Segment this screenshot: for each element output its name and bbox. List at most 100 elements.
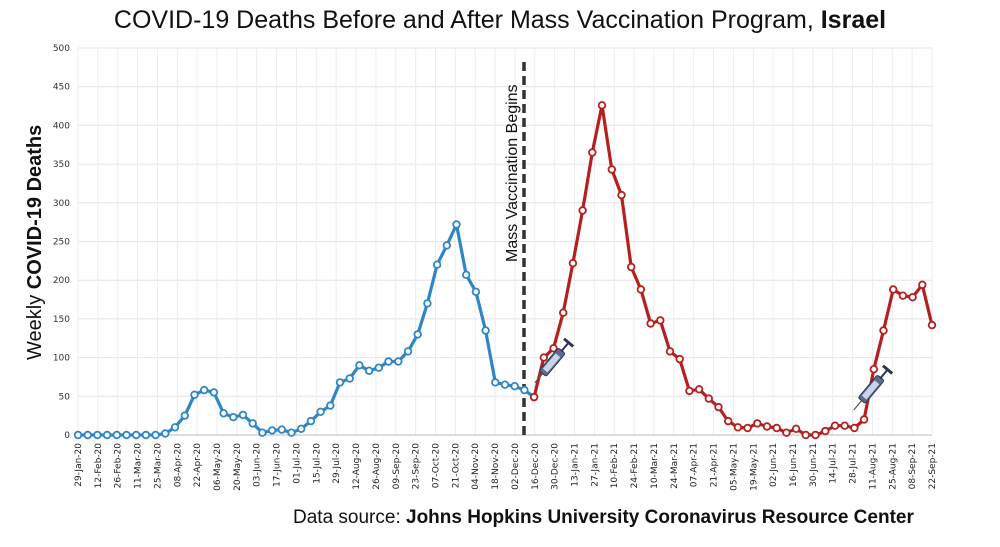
y-tick-label: 300 — [53, 199, 70, 209]
post-vaccination-series-point — [869, 365, 878, 374]
pre-vaccination-series-point — [510, 382, 519, 391]
x-tick-label: 16-Jun-21 — [789, 443, 799, 487]
x-tick-label: 25-Aug-21 — [888, 443, 898, 490]
pre-vaccination-series-point — [471, 287, 481, 296]
data-source-name: Johns Hopkins University Coronavirus Res… — [406, 507, 914, 528]
post-vaccination-series-point — [714, 402, 723, 412]
pre-vaccination-series-point — [161, 429, 170, 438]
x-tick-label: 05-May-21 — [729, 443, 739, 491]
x-tick-label: 29-Jan-20 — [74, 443, 84, 487]
post-vaccination-series-point — [607, 165, 616, 174]
post-vaccination-series-point — [568, 259, 578, 268]
pre-vaccination-series-point — [73, 430, 83, 440]
post-vaccination-series-point — [617, 190, 626, 200]
pre-vaccination-series-point — [491, 378, 500, 387]
post-vaccination-series-point — [753, 419, 762, 428]
x-tick-label: 26-Aug-20 — [372, 443, 382, 490]
y-tick-label: 100 — [53, 354, 70, 364]
syringe-icon — [534, 337, 575, 384]
pre-vaccination-series-point — [326, 401, 335, 410]
x-tick-label: 21-Oct-20 — [451, 443, 461, 488]
pre-vaccination-series-point — [248, 419, 257, 428]
post-vaccination-series-point — [559, 308, 568, 317]
post-vaccination-series-point — [811, 430, 820, 440]
pre-vaccination-series-point — [229, 413, 238, 422]
post-vaccination-series-point — [578, 206, 587, 215]
pre-vaccination-series-point — [180, 411, 189, 420]
post-vaccination-series-line — [532, 103, 934, 437]
x-tick-label: 13-Jan-21 — [571, 443, 581, 487]
pre-vaccination-series-point — [432, 260, 442, 269]
post-vaccination-series-point — [908, 293, 917, 302]
x-tick-label: 09-Sep-20 — [392, 443, 402, 490]
pre-vaccination-series-point — [122, 430, 131, 440]
post-vaccination-series-point — [694, 385, 704, 394]
pre-vaccination-series-point — [170, 423, 180, 432]
x-tick-label: 15-Jul-20 — [312, 443, 322, 484]
pre-vaccination-series-point — [481, 326, 490, 335]
post-vaccination-series-point — [743, 423, 752, 433]
pre-vaccination-series-point — [384, 357, 393, 366]
post-vaccination-series-point — [656, 316, 665, 325]
x-tick-label: 07-Oct-20 — [431, 443, 441, 488]
pre-vaccination-series-point — [452, 220, 461, 229]
post-vaccination-series-point — [859, 415, 869, 424]
vaccination-annotation: Mass Vaccination Begins — [504, 84, 521, 262]
pre-vaccination-series-point — [199, 385, 209, 395]
pre-vaccination-series-point — [112, 430, 121, 440]
x-tick-label: 14-Jul-21 — [829, 443, 839, 484]
y-tick-label: 0 — [64, 431, 70, 441]
post-vaccination-series-point — [646, 319, 655, 328]
x-tick-label: 25-Mar-20 — [153, 443, 163, 489]
post-vaccination-series-point — [782, 428, 791, 437]
pre-vaccination-series-point — [500, 380, 510, 389]
x-tick-label: 01-Jul-20 — [292, 443, 302, 484]
post-vaccination-series-point — [549, 344, 558, 353]
pre-vaccination-series-point — [238, 410, 248, 420]
pre-vaccination-series-point — [297, 424, 306, 433]
pre-vaccination-series-point — [335, 378, 345, 387]
pre-vaccination-series-point — [287, 428, 296, 437]
pre-vaccination-series-point — [102, 430, 112, 440]
pre-vaccination-series-point — [345, 374, 354, 383]
x-tick-label: 17-Jun-20 — [273, 443, 283, 487]
grid-layer — [77, 47, 933, 436]
post-vaccination-series-point — [840, 421, 849, 430]
y-tick-label: 150 — [53, 315, 70, 325]
pre-vaccination-series-point — [423, 299, 432, 308]
x-tick-label: 24-Mar-21 — [670, 443, 680, 489]
y-tick-label: 450 — [53, 83, 70, 93]
x-tick-label: 08-Sep-21 — [908, 443, 918, 489]
pre-vaccination-series-point — [374, 363, 383, 372]
pre-vaccination-series-point — [93, 430, 102, 440]
y-tick-label: 350 — [53, 160, 70, 170]
pre-vaccination-series-point — [131, 430, 141, 440]
x-tick-label: 08-Apr-20 — [173, 443, 183, 487]
post-vaccination-series-point — [724, 416, 733, 426]
x-tick-label: 16-Dec-20 — [531, 443, 541, 490]
syringe-icon — [853, 364, 894, 411]
x-tick-label: 12-Feb-20 — [94, 443, 104, 489]
x-tick-label: 24-Feb-21 — [630, 443, 640, 488]
x-tick-label: 10-Mar-21 — [650, 443, 660, 489]
y-tick-label: 50 — [59, 392, 71, 402]
pre-vaccination-series-point — [520, 385, 529, 395]
x-tick-label: 30-Dec-20 — [551, 443, 561, 490]
x-tick-label: 27-Jan-21 — [590, 443, 600, 487]
y-tick-label: 400 — [53, 121, 70, 131]
post-vaccination-series-point — [918, 280, 927, 289]
y-axis-label: Weekly COVID-19 Deaths — [24, 125, 46, 360]
post-vaccination-series-point — [898, 291, 908, 300]
x-tick-label: 28-Jul-21 — [849, 443, 859, 484]
pre-vaccination-series-point — [442, 241, 451, 250]
pre-vaccination-series-point — [258, 428, 267, 437]
chart-title: COVID-19 Deaths Before and After Mass Va… — [0, 6, 1000, 35]
x-tick-label: 04-Nov-20 — [471, 443, 481, 490]
x-tick-label: 07-Apr-21 — [690, 443, 700, 487]
post-vaccination-series-point — [588, 148, 597, 157]
data-source-prefix: Data source: — [293, 507, 406, 528]
pre-vaccination-series-point — [355, 361, 364, 370]
x-tick-label: 02-Jun-21 — [769, 443, 779, 487]
x-tick-label: 02-Dec-20 — [511, 443, 521, 490]
